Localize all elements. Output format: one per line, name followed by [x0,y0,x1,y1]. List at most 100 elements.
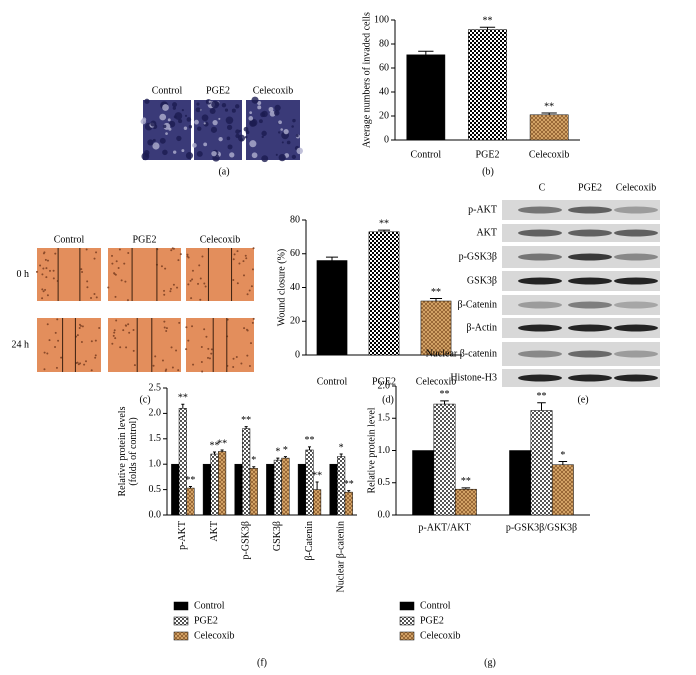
bar [242,428,251,516]
cell [128,331,131,334]
cell [249,111,253,115]
cell [46,323,49,326]
significance: * [251,455,256,466]
cell [186,253,189,256]
x-tick-label: p-AKT/AKT [418,522,470,533]
cell [257,105,262,110]
cell [269,110,276,117]
error-bar [220,449,224,452]
image-column-label: Celecoxib [253,85,294,96]
cell [184,114,188,117]
cell [94,339,97,342]
error-bar [479,26,496,30]
cell [48,339,51,342]
cell [113,329,116,332]
cell [169,287,172,290]
cell [44,258,47,261]
bar [171,463,180,516]
cell [54,345,57,348]
cell [150,120,157,127]
cell [42,267,45,270]
cell [42,252,45,255]
cell [52,269,55,272]
cell [240,362,243,365]
cell [185,326,188,329]
cell [203,142,208,147]
cell [78,323,81,326]
cell [147,139,154,146]
blot-band [568,229,612,237]
cell [127,251,130,254]
cell [79,362,82,365]
cell [187,256,190,259]
cell [205,335,208,338]
blot-row-label: β-Actin [466,322,497,333]
cell [251,96,259,104]
cell [243,126,249,132]
bar [433,403,456,516]
cell [95,296,98,299]
cell [127,323,130,326]
cell [199,298,202,301]
error-bar [276,457,280,461]
legend-swatch [173,601,189,611]
cell [162,124,167,129]
cell [226,136,231,141]
cell [160,265,163,268]
error-bar [347,490,351,493]
cell [250,285,253,288]
error-bar [252,466,256,469]
cell [177,259,180,262]
cell [240,138,244,141]
cell [252,317,255,320]
cell [163,289,166,292]
error-bar [339,453,343,457]
significance: ** [217,438,227,449]
blot-band [518,350,562,358]
cell [115,319,118,322]
cell [197,282,200,285]
cell [292,118,296,123]
blot-column-label: Celecoxib [616,182,657,193]
significance: * [283,445,288,456]
bar [281,457,290,516]
cell [178,321,181,324]
cell [191,269,194,272]
bar [368,231,400,356]
cell [248,116,254,121]
bar [509,450,532,516]
cell [94,356,97,359]
significance: * [339,442,344,453]
cell [165,368,168,371]
cell [278,120,282,125]
error-bar [537,402,546,411]
y-tick-label: 0 [295,349,300,360]
x-tick-label: Nuclear β-catenin [335,521,346,592]
y-tick-label: 2.5 [149,382,162,393]
cell [194,119,199,125]
cell [232,366,235,369]
blot-band [614,350,658,358]
cell [48,269,51,272]
cell [231,108,236,113]
cell [281,141,284,144]
blot-band [568,324,612,332]
cell [196,102,200,106]
cell [199,277,202,280]
cell [81,325,84,328]
blot-column-label: PGE2 [578,182,602,193]
cell [209,108,216,115]
image-column-label: Control [152,85,183,96]
cell [210,348,213,351]
image-row-label: 24 h [12,339,30,350]
cell [257,101,262,106]
significance: ** [210,440,220,451]
panel-label: (b) [482,166,494,177]
wound-image [108,318,181,372]
blot-row-label: AKT [476,227,497,238]
cell [167,118,171,122]
cell [111,342,114,345]
error-bar [244,426,248,429]
cell [229,152,235,158]
legend-swatch [173,616,189,626]
